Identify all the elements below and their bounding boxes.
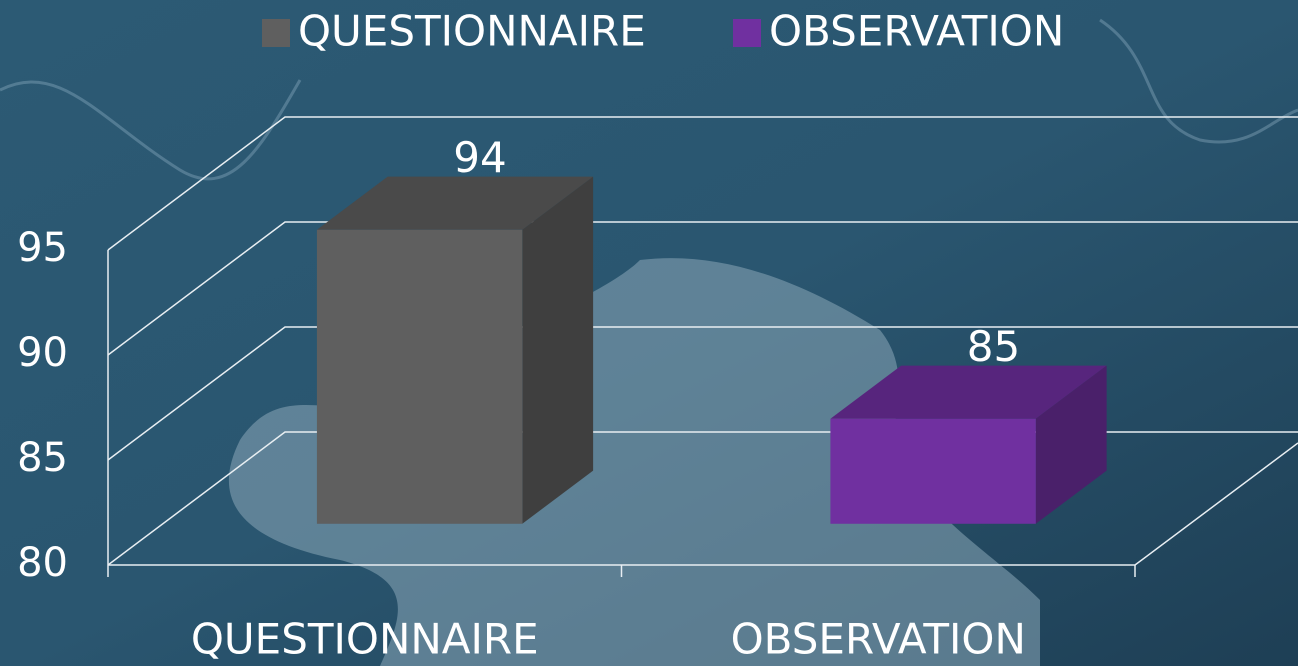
legend-swatch [733, 19, 761, 47]
legend-label: QUESTIONNAIRE [298, 7, 646, 56]
x-tick-label: OBSERVATION [731, 615, 1026, 664]
value-label: 94 [453, 133, 506, 182]
grid-line [107, 116, 1298, 251]
bar-side [1035, 365, 1107, 524]
background-shape [228, 258, 1040, 666]
value-label: 85 [967, 322, 1020, 371]
x-tick-label: QUESTIONNAIRE [191, 615, 539, 664]
legend-label: OBSERVATION [769, 7, 1064, 56]
y-tick-label: 85 [17, 435, 68, 481]
y-tick-label: 95 [17, 225, 68, 271]
grid-line [107, 326, 1298, 461]
bar [830, 418, 1036, 524]
legend-swatch [262, 19, 290, 47]
y-tick-label: 80 [17, 540, 68, 586]
background-shape [1099, 18, 1298, 144]
bar-side [522, 176, 594, 524]
grid-line [107, 221, 1298, 356]
background-shape [0, 79, 302, 181]
bar-top [316, 176, 594, 230]
bar [316, 229, 523, 524]
y-tick-label: 90 [17, 330, 68, 376]
bar-top [830, 365, 1107, 419]
plot: 80 85 90 95 QUESTIONNAIRE OBSERVATION QUESTION… [17, 7, 1298, 664]
